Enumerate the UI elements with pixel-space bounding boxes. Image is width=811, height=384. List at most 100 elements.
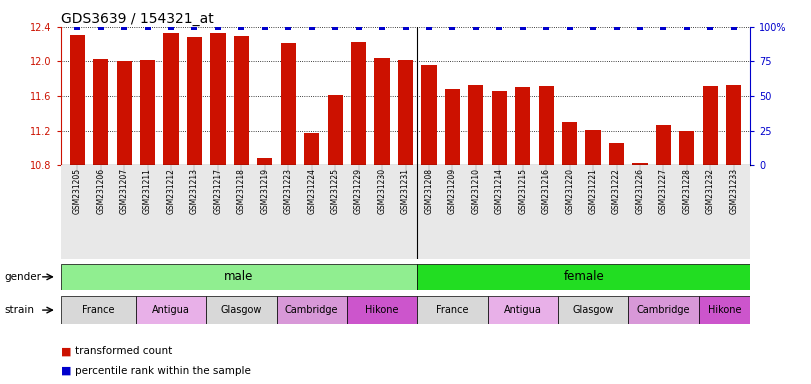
Point: [423, 24, 436, 30]
Point: [517, 24, 530, 30]
Text: ■: ■: [61, 366, 71, 376]
Bar: [398, 60, 413, 165]
Point: [259, 24, 272, 30]
Text: ■: ■: [61, 346, 71, 356]
Text: GSM231207: GSM231207: [120, 168, 129, 214]
Text: GSM231214: GSM231214: [495, 168, 504, 214]
Text: percentile rank within the sample: percentile rank within the sample: [75, 366, 251, 376]
Point: [352, 24, 365, 30]
Text: GSM231232: GSM231232: [706, 168, 714, 214]
Text: France: France: [436, 305, 469, 315]
Bar: [702, 86, 718, 165]
Text: gender: gender: [4, 272, 41, 282]
Bar: [515, 88, 530, 165]
Text: France: France: [82, 305, 114, 315]
Text: GSM231220: GSM231220: [565, 168, 574, 214]
Bar: [656, 124, 671, 165]
Text: GSM231216: GSM231216: [542, 168, 551, 214]
Text: Glasgow: Glasgow: [573, 305, 614, 315]
Bar: [633, 162, 648, 165]
Text: transformed count: transformed count: [75, 346, 173, 356]
Text: GSM231210: GSM231210: [471, 168, 480, 214]
Text: female: female: [564, 270, 604, 283]
Text: GSM231229: GSM231229: [354, 168, 363, 214]
Point: [118, 24, 131, 30]
Bar: [698, 296, 750, 324]
Text: Cambridge: Cambridge: [285, 305, 338, 315]
Point: [680, 24, 693, 30]
Text: GSM231212: GSM231212: [166, 168, 175, 214]
Bar: [491, 91, 507, 165]
Text: GSM231224: GSM231224: [307, 168, 316, 214]
Point: [446, 24, 459, 30]
Bar: [375, 58, 389, 165]
Point: [399, 24, 412, 30]
Point: [94, 24, 107, 30]
Point: [328, 24, 341, 30]
Bar: [558, 296, 629, 324]
Bar: [117, 61, 131, 165]
Point: [493, 24, 506, 30]
Text: GSM231205: GSM231205: [73, 168, 82, 214]
Text: GSM231223: GSM231223: [284, 168, 293, 214]
Text: Cambridge: Cambridge: [637, 305, 690, 315]
Bar: [726, 85, 741, 165]
Bar: [257, 158, 272, 165]
Bar: [468, 85, 483, 165]
Text: GDS3639 / 154321_at: GDS3639 / 154321_at: [61, 12, 213, 26]
Point: [235, 24, 248, 30]
Bar: [487, 296, 558, 324]
Bar: [444, 89, 460, 165]
Point: [610, 24, 623, 30]
Text: GSM231225: GSM231225: [331, 168, 340, 214]
Text: GSM231206: GSM231206: [97, 168, 105, 214]
Bar: [629, 296, 698, 324]
Text: GSM231233: GSM231233: [729, 168, 738, 214]
Bar: [277, 296, 347, 324]
Text: GSM231211: GSM231211: [143, 168, 152, 214]
Bar: [206, 296, 277, 324]
Text: GSM231215: GSM231215: [518, 168, 527, 214]
Bar: [281, 43, 296, 165]
Bar: [328, 95, 343, 165]
Bar: [680, 131, 694, 165]
Point: [470, 24, 483, 30]
Bar: [347, 296, 417, 324]
Text: GSM231218: GSM231218: [237, 168, 246, 214]
Text: strain: strain: [4, 305, 34, 315]
Point: [586, 24, 599, 30]
Point: [188, 24, 201, 30]
Text: GSM231219: GSM231219: [260, 168, 269, 214]
Bar: [61, 296, 136, 324]
Text: Glasgow: Glasgow: [221, 305, 262, 315]
Point: [375, 24, 388, 30]
Text: GSM231230: GSM231230: [378, 168, 387, 214]
Point: [212, 24, 225, 30]
Bar: [351, 43, 367, 165]
Bar: [234, 36, 249, 165]
Text: Hikone: Hikone: [708, 305, 741, 315]
Text: GSM231221: GSM231221: [589, 168, 598, 214]
Bar: [539, 86, 554, 165]
Point: [305, 24, 318, 30]
Bar: [562, 122, 577, 165]
Bar: [586, 130, 601, 165]
Text: GSM231213: GSM231213: [190, 168, 199, 214]
Point: [281, 24, 294, 30]
Text: GSM231228: GSM231228: [682, 168, 691, 214]
Point: [727, 24, 740, 30]
Bar: [70, 35, 85, 165]
Bar: [210, 33, 225, 165]
Point: [539, 24, 552, 30]
Point: [704, 24, 717, 30]
Bar: [304, 133, 320, 165]
Text: GSM231208: GSM231208: [424, 168, 433, 214]
Bar: [422, 65, 436, 165]
Text: Hikone: Hikone: [365, 305, 399, 315]
Bar: [417, 296, 487, 324]
Bar: [163, 33, 178, 165]
Point: [165, 24, 178, 30]
Text: GSM231227: GSM231227: [659, 168, 668, 214]
Text: GSM231217: GSM231217: [213, 168, 222, 214]
Text: GSM231226: GSM231226: [636, 168, 645, 214]
